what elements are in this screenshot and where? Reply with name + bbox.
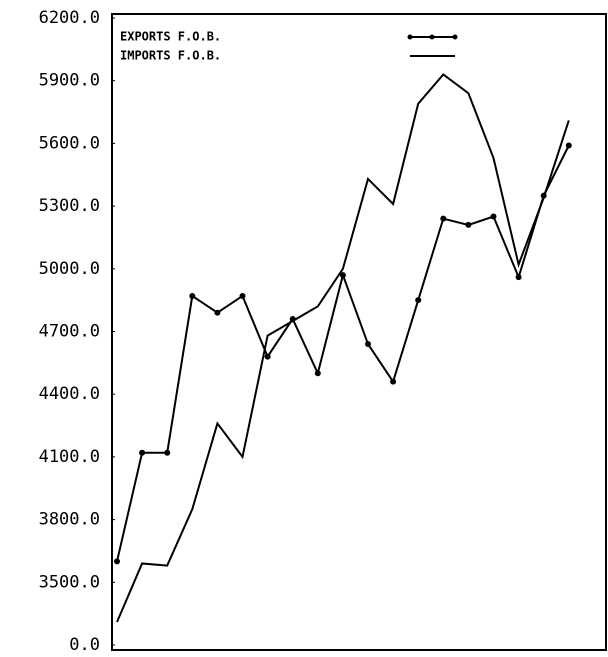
- legend-marker: [407, 34, 413, 40]
- legend-marker: [429, 34, 435, 40]
- data-point: [415, 297, 422, 304]
- series-line: [116, 73, 570, 623]
- data-point: [314, 370, 321, 377]
- legend-label: EXPORTS F.O.B.: [120, 30, 221, 44]
- data-point: [339, 272, 346, 279]
- y-tick-label: 5900.0: [39, 71, 100, 91]
- y-tick-label: 5600.0: [39, 133, 100, 153]
- y-tick-label: 3800.0: [39, 510, 100, 530]
- data-point: [189, 292, 196, 299]
- data-point: [515, 274, 522, 281]
- data-point: [214, 309, 221, 316]
- data-point: [390, 378, 397, 385]
- series-line: [116, 145, 570, 562]
- data-point: [565, 142, 572, 149]
- y-tick-label: 4700.0: [39, 322, 100, 342]
- data-point: [114, 558, 120, 565]
- data-point: [490, 213, 497, 220]
- y-tick-label: 4400.0: [39, 384, 100, 404]
- data-point: [139, 449, 146, 456]
- y-tick-label: 5300.0: [39, 196, 100, 216]
- data-point: [440, 215, 447, 222]
- y-tick-label: 0.0: [69, 635, 100, 655]
- data-point: [465, 221, 472, 228]
- y-tick-label: 3500.0: [39, 572, 100, 592]
- data-point: [365, 341, 371, 348]
- legend-label: IMPORTS F.O.B.: [120, 49, 221, 63]
- data-point: [239, 292, 246, 299]
- data-point: [264, 353, 271, 360]
- data-point: [164, 449, 171, 456]
- y-tick-label: 5000.0: [39, 259, 100, 279]
- y-tick-label: 6200.0: [39, 8, 100, 28]
- y-tick-label: 4100.0: [39, 447, 100, 467]
- legend-marker: [452, 34, 458, 40]
